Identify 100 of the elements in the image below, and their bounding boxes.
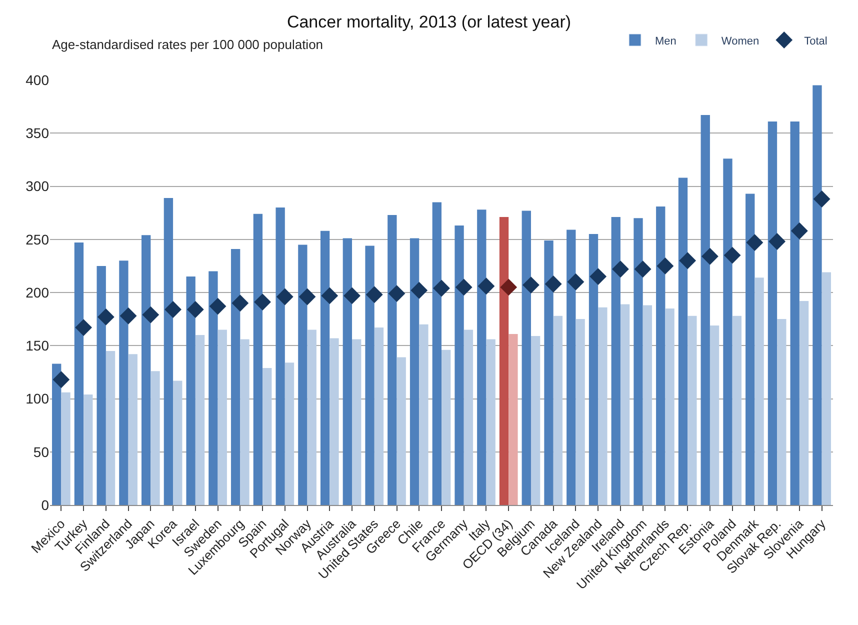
point (52, 371, 70, 388)
y-tick-label: 50 (33, 444, 50, 460)
y-tick-label: 200 (26, 284, 50, 300)
bar (142, 235, 151, 505)
point (120, 307, 137, 324)
bar (576, 319, 585, 505)
bar (276, 208, 285, 505)
y-tick-label: 250 (26, 231, 50, 248)
y-tick-label: 100 (26, 390, 50, 407)
point (612, 260, 629, 278)
y-tick-label: 150 (26, 338, 50, 354)
bar (588, 234, 598, 505)
bar (665, 308, 674, 505)
bar (522, 210, 531, 505)
bar (96, 266, 106, 505)
bar (553, 316, 563, 505)
point (366, 286, 383, 304)
point (209, 298, 226, 315)
point (321, 287, 338, 304)
bar (320, 230, 330, 505)
bar (173, 380, 182, 505)
bar (61, 392, 70, 505)
bar (611, 217, 620, 505)
bar (723, 158, 732, 505)
bar (388, 214, 397, 505)
bar (208, 271, 218, 505)
point (702, 248, 718, 265)
bar (598, 307, 608, 505)
legend-label: Total (804, 35, 828, 48)
legend-label: Men (655, 35, 676, 48)
bar (342, 238, 352, 505)
point (567, 273, 584, 290)
bar (732, 316, 742, 505)
point (455, 278, 472, 296)
bar (477, 210, 486, 505)
bar (330, 338, 339, 505)
bar (656, 206, 666, 505)
bar (240, 339, 250, 505)
point (276, 288, 294, 306)
chart-title: Cancer mortality, 2013 (or latest year) (286, 12, 572, 32)
point (522, 276, 540, 294)
point (768, 233, 786, 250)
point (724, 246, 741, 264)
point (97, 308, 114, 326)
bar (822, 272, 831, 505)
point (590, 268, 607, 286)
bar (218, 330, 227, 505)
point (790, 222, 808, 240)
point (344, 287, 360, 304)
point (232, 294, 249, 312)
bar (790, 121, 800, 505)
bar (410, 238, 420, 505)
bar (52, 364, 62, 505)
point (164, 301, 182, 318)
bar (799, 301, 809, 505)
bar (365, 246, 374, 505)
bar (768, 121, 778, 505)
bar (432, 202, 442, 505)
bar (150, 371, 160, 505)
bar (298, 244, 308, 505)
bar (710, 325, 720, 505)
bar (262, 368, 272, 505)
bar (566, 230, 576, 505)
bar (777, 319, 786, 505)
bar (119, 260, 128, 505)
point (656, 257, 674, 274)
y-tick-label: 400 (26, 72, 50, 88)
bar (128, 354, 138, 505)
bar (812, 85, 822, 505)
bar (186, 276, 196, 505)
bar (164, 198, 174, 505)
point (388, 285, 406, 302)
bar (486, 339, 496, 505)
bar (396, 357, 406, 505)
bar (464, 330, 474, 505)
bar (419, 324, 428, 505)
y-axis-title: Age-standardised rates per 100 000 population (52, 37, 324, 52)
bar (106, 350, 116, 505)
bar (620, 304, 630, 505)
bar (442, 350, 451, 505)
bar (688, 316, 697, 505)
point (433, 280, 450, 297)
bar (74, 242, 84, 505)
bar (678, 178, 688, 505)
bar (754, 278, 764, 505)
y-tick-label: 0 (41, 496, 50, 513)
y-tick-label: 300 (26, 178, 50, 194)
bar (374, 328, 384, 505)
point (478, 278, 495, 295)
point (813, 190, 830, 208)
point (75, 319, 92, 336)
bar (642, 305, 652, 505)
bar (454, 226, 464, 505)
bar (746, 194, 755, 505)
point (298, 288, 316, 306)
bar (530, 336, 540, 505)
legend-label: Women (721, 35, 760, 48)
point (254, 294, 271, 311)
bar (284, 362, 294, 505)
bar (253, 214, 263, 505)
